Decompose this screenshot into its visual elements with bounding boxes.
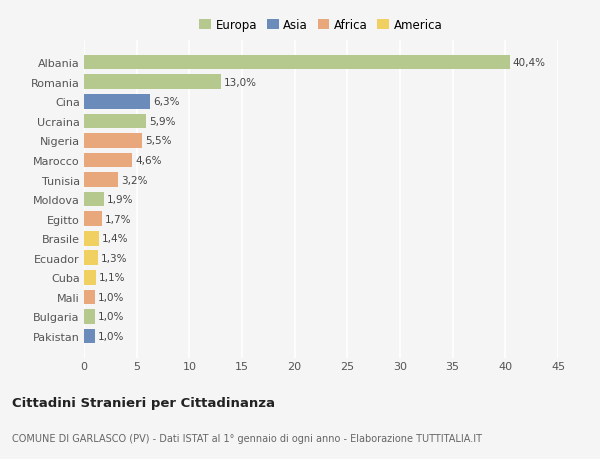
Text: 1,0%: 1,0% bbox=[98, 331, 124, 341]
Text: 5,9%: 5,9% bbox=[149, 117, 176, 127]
Text: COMUNE DI GARLASCO (PV) - Dati ISTAT al 1° gennaio di ogni anno - Elaborazione T: COMUNE DI GARLASCO (PV) - Dati ISTAT al … bbox=[12, 433, 482, 442]
Text: 3,2%: 3,2% bbox=[121, 175, 148, 185]
Text: 4,6%: 4,6% bbox=[136, 156, 162, 166]
Text: 1,4%: 1,4% bbox=[102, 234, 128, 244]
Text: 1,9%: 1,9% bbox=[107, 195, 134, 205]
Bar bbox=[84, 251, 98, 266]
Text: 6,3%: 6,3% bbox=[154, 97, 180, 107]
Text: 40,4%: 40,4% bbox=[513, 58, 546, 68]
Bar bbox=[84, 75, 221, 90]
Bar bbox=[84, 309, 95, 324]
Bar bbox=[84, 173, 118, 187]
Text: 1,0%: 1,0% bbox=[98, 312, 124, 322]
Bar bbox=[84, 212, 102, 226]
Bar bbox=[84, 114, 146, 129]
Text: 1,0%: 1,0% bbox=[98, 292, 124, 302]
Text: 1,7%: 1,7% bbox=[105, 214, 131, 224]
Bar bbox=[84, 134, 142, 148]
Bar bbox=[84, 231, 99, 246]
Bar bbox=[84, 329, 95, 344]
Text: 13,0%: 13,0% bbox=[224, 78, 257, 88]
Text: 5,5%: 5,5% bbox=[145, 136, 172, 146]
Bar bbox=[84, 192, 104, 207]
Bar bbox=[84, 290, 95, 305]
Text: Cittadini Stranieri per Cittadinanza: Cittadini Stranieri per Cittadinanza bbox=[12, 396, 275, 409]
Text: 1,1%: 1,1% bbox=[99, 273, 125, 283]
Text: 1,3%: 1,3% bbox=[101, 253, 127, 263]
Bar bbox=[84, 153, 133, 168]
Legend: Europa, Asia, Africa, America: Europa, Asia, Africa, America bbox=[196, 16, 446, 35]
Bar bbox=[84, 95, 151, 109]
Bar bbox=[84, 270, 95, 285]
Bar bbox=[84, 56, 509, 70]
